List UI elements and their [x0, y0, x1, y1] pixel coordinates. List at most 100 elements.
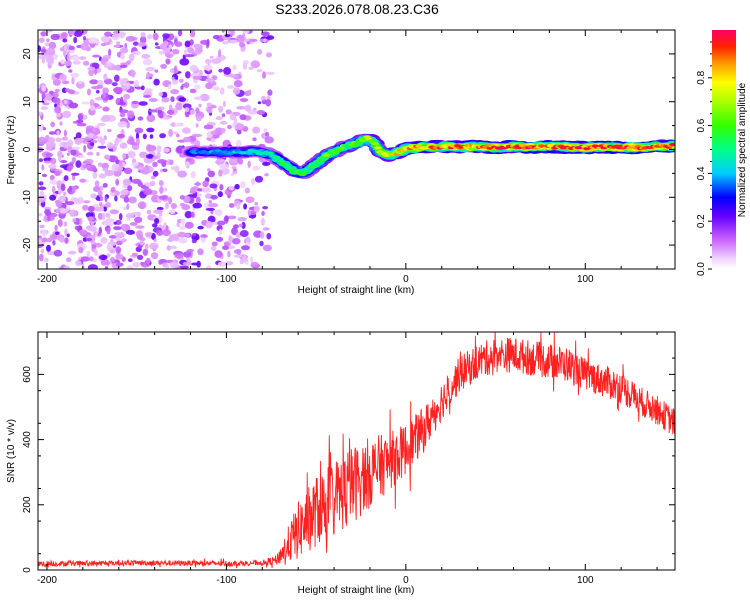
- noise-speckle: [68, 30, 75, 36]
- x-tick-label: 0: [403, 575, 409, 586]
- noise-speckle: [185, 161, 190, 167]
- noise-speckle: [244, 242, 251, 246]
- noise-speckle: [182, 261, 192, 266]
- noise-speckle: [119, 142, 128, 149]
- noise-speckle: [144, 232, 153, 237]
- noise-speckle: [252, 137, 257, 142]
- noise-speckle: [145, 257, 151, 264]
- noise-speckle: [118, 160, 123, 168]
- noise-speckle: [163, 147, 170, 153]
- noise-speckle: [86, 250, 91, 258]
- noise-speckle: [150, 252, 159, 260]
- noise-speckle: [178, 78, 184, 83]
- noise-speckle: [182, 127, 191, 134]
- noise-speckle: [233, 80, 243, 88]
- noise-speckle: [64, 237, 69, 244]
- noise-speckle: [101, 162, 109, 170]
- noise-speckle: [82, 60, 90, 66]
- noise-speckle: [235, 123, 245, 130]
- noise-speckle: [209, 183, 218, 189]
- noise-speckle: [57, 150, 63, 158]
- signal-ridge-mark: [352, 142, 360, 146]
- noise-speckle: [209, 55, 214, 59]
- signal-ridge-mark: [669, 142, 675, 147]
- noise-speckle: [65, 205, 71, 211]
- signal-ridge-mark: [372, 142, 380, 146]
- noise-speckle: [128, 53, 135, 62]
- noise-speckle: [219, 163, 230, 170]
- noise-speckle: [63, 49, 67, 58]
- noise-speckle: [113, 30, 120, 35]
- noise-speckle: [148, 98, 158, 102]
- noise-speckle: [254, 202, 259, 206]
- noise-speckle: [239, 42, 246, 48]
- noise-speckle: [183, 49, 188, 55]
- noise-speckle: [74, 198, 84, 205]
- noise-speckle: [261, 95, 266, 101]
- noise-speckle: [62, 191, 67, 197]
- y-tick-label: 0: [22, 567, 33, 573]
- noise-speckle: [78, 80, 83, 84]
- noise-speckle: [101, 114, 111, 122]
- signal-ridge-mark: [273, 155, 281, 159]
- x-tick-label: 0: [403, 274, 409, 285]
- noise-speckle: [171, 79, 179, 85]
- noise-speckle: [92, 172, 98, 179]
- noise-speckle: [115, 246, 122, 254]
- noise-speckle: [121, 153, 126, 159]
- noise-speckle: [55, 231, 60, 235]
- noise-speckle: [152, 155, 159, 159]
- noise-speckle: [60, 59, 65, 65]
- noise-speckle: [54, 170, 61, 177]
- noise-speckle: [190, 171, 196, 179]
- noise-speckle: [119, 109, 129, 114]
- noise-speckle: [82, 200, 91, 204]
- noise-speckle: [192, 202, 202, 209]
- noise-speckle: [169, 233, 180, 240]
- noise-speckle: [125, 35, 136, 42]
- noise-speckle: [121, 238, 127, 243]
- signal-ridge-mark: [311, 164, 319, 168]
- noise-speckle: [167, 109, 175, 115]
- noise-speckle: [55, 137, 62, 142]
- noise-speckle: [166, 245, 172, 251]
- noise-speckle: [238, 223, 243, 227]
- signal-ridge-mark: [367, 139, 375, 143]
- noise-speckle: [182, 103, 192, 109]
- noise-speckle: [64, 228, 68, 237]
- noise-speckle: [110, 239, 114, 243]
- noise-speckle: [73, 30, 83, 37]
- noise-speckle: [170, 203, 177, 209]
- noise-speckle: [132, 262, 141, 268]
- noise-speckle: [45, 55, 54, 64]
- noise-speckle: [149, 180, 156, 187]
- noise-speckle: [60, 208, 68, 214]
- noise-speckle: [40, 106, 49, 110]
- noise-speckle: [228, 157, 238, 163]
- noise-speckle: [119, 78, 125, 86]
- snr-marks: [38, 332, 675, 569]
- noise-speckle: [176, 133, 180, 138]
- noise-speckle: [126, 203, 130, 210]
- noise-speckle: [113, 86, 123, 94]
- noise-speckle: [66, 233, 70, 238]
- noise-speckle: [165, 263, 170, 269]
- noise-speckle: [38, 136, 47, 145]
- noise-speckle: [137, 254, 144, 260]
- noise-speckle: [132, 41, 139, 46]
- noise-speckle: [71, 77, 75, 85]
- noise-speckle: [170, 245, 178, 250]
- y-tick-label: 400: [22, 431, 33, 448]
- noise-speckle: [97, 190, 103, 198]
- noise-speckle: [206, 265, 212, 269]
- noise-speckle: [96, 152, 100, 156]
- noise-speckle: [50, 121, 56, 128]
- noise-speckle: [153, 78, 160, 86]
- noise-speckle: [148, 109, 158, 113]
- noise-speckle: [262, 244, 272, 252]
- noise-speckle: [38, 235, 42, 239]
- noise-speckle: [85, 237, 93, 242]
- noise-speckle: [38, 55, 47, 60]
- noise-speckle: [236, 249, 242, 256]
- noise-speckle: [113, 221, 117, 225]
